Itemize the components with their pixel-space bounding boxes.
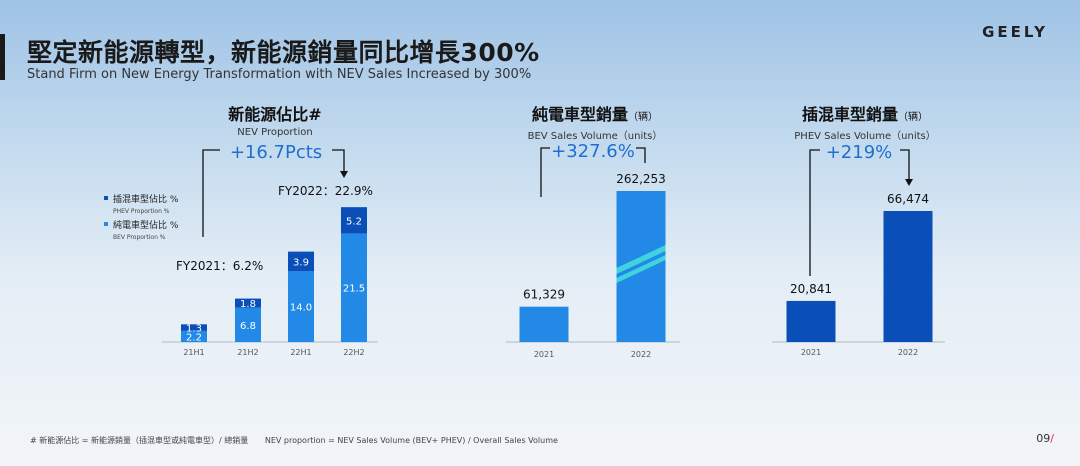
bev-sales-value-2022: 262,253 xyxy=(616,172,666,186)
growth-arrow-head xyxy=(340,171,348,178)
phev-bar-21H2 xyxy=(235,298,261,308)
nev-tick-22H1: 22H1 xyxy=(290,348,311,357)
phev-label-22H1: 3.9 xyxy=(293,257,309,268)
page-number-slash: / xyxy=(1050,432,1054,445)
bev-label-21H2: 6.8 xyxy=(240,321,256,332)
bev-bar-22H2 xyxy=(341,233,367,342)
bev-bar-21H1 xyxy=(181,330,207,342)
phev-sales-value-2022: 66,474 xyxy=(887,192,929,206)
phev-bar-22H1 xyxy=(288,251,314,272)
fy2022-annotation: FY2022：22.9% xyxy=(278,184,373,198)
phev-tick-2022: 2022 xyxy=(898,348,918,357)
bev-label-22H1: 14.0 xyxy=(290,303,312,314)
bev-chart-subtitle: BEV Sales Volume（units） xyxy=(527,131,663,142)
bev-break-stripe-1 xyxy=(616,245,666,274)
page-subtitle: Stand Firm on New Energy Transformation … xyxy=(27,67,532,82)
phev-bracket-right xyxy=(900,149,910,180)
phev-sales-bar-2022 xyxy=(883,211,933,342)
phev-label-21H2: 1.8 xyxy=(240,299,256,310)
bev-sales-value-2021: 61,329 xyxy=(523,288,565,302)
nev-tick-21H1: 21H1 xyxy=(183,348,204,357)
phev-label-22H2: 5.2 xyxy=(346,216,362,227)
growth-bracket-left xyxy=(202,149,220,237)
bev-tick-2022: 2022 xyxy=(631,350,651,359)
legend-phev-label: 插混車型佔比 % xyxy=(113,193,179,205)
title-accent-bar xyxy=(0,34,5,80)
nev-tick-21H2: 21H2 xyxy=(237,348,258,357)
page-title: 堅定新能源轉型，新能源銷量同比增長300% xyxy=(27,38,540,67)
phev-arrow-head xyxy=(905,179,913,186)
phev-label-21H1: 1.3 xyxy=(186,324,202,335)
legend-phev-sub: PHEV Proportion % xyxy=(113,208,170,215)
phev-chart-subtitle: PHEV Sales Volume（units） xyxy=(794,131,936,142)
phev-bar-21H1 xyxy=(181,324,207,331)
legend-phev-swatch xyxy=(104,196,108,200)
legend-bev-swatch xyxy=(104,222,108,226)
fy2021-annotation: FY2021：6.2% xyxy=(176,259,263,273)
nev-growth-label: +16.7Pcts xyxy=(230,142,322,163)
bev-chart-unit: （辆） xyxy=(628,112,658,123)
phev-bar-22H2 xyxy=(341,207,367,234)
nev-chart-header: 新能源佔比# NEV Proportion xyxy=(200,101,350,138)
bev-sales-bar-2021 xyxy=(519,306,569,342)
footer-note-zh: # 新能源佔比 = 新能源銷量（插混車型或純電車型）/ 總銷量 xyxy=(30,436,249,445)
bev-tick-2021: 2021 xyxy=(534,350,554,359)
bev-bracket-right xyxy=(636,147,646,163)
bev-chart-title: 純電車型銷量 xyxy=(531,105,628,124)
legend-bev-label: 純電車型佔比 % xyxy=(113,219,179,231)
phev-chart-unit: （辆） xyxy=(898,112,928,123)
bev-growth-label: +327.6% xyxy=(551,141,635,162)
bev-bar-22H1 xyxy=(288,271,314,342)
nev-tick-22H2: 22H2 xyxy=(343,348,364,357)
bev-chart-header: 純電車型銷量（辆） BEV Sales Volume（units） xyxy=(495,101,695,142)
nev-chart-title: 新能源佔比# xyxy=(228,105,322,124)
nev-chart-subtitle: NEV Proportion xyxy=(237,127,313,138)
bev-break-stripe-2 xyxy=(616,255,666,283)
bev-label-22H2: 21.5 xyxy=(343,284,365,295)
phev-tick-2021: 2021 xyxy=(801,348,821,357)
bev-label-21H1: 2.2 xyxy=(186,332,202,343)
page-number: 09/ xyxy=(1036,432,1054,445)
footer-note-en: NEV proportion = NEV Sales Volume (BEV+ … xyxy=(264,436,558,445)
phev-chart-title: 插混車型銷量 xyxy=(801,105,898,124)
phev-bracket-left xyxy=(809,149,820,276)
phev-growth-label: +219% xyxy=(826,142,893,163)
bev-bar-21H2 xyxy=(235,307,261,342)
bev-bracket-left xyxy=(540,147,550,197)
phev-sales-value-2021: 20,841 xyxy=(790,282,832,296)
phev-sales-bar-2021 xyxy=(786,300,836,342)
growth-bracket-right xyxy=(332,149,345,172)
phev-chart-header: 插混車型銷量（辆） PHEV Sales Volume（units） xyxy=(765,101,965,142)
page-number-value: 09 xyxy=(1036,432,1051,445)
geely-logo: GEELY xyxy=(982,23,1048,41)
legend-bev-sub: BEV Proportion % xyxy=(113,234,166,241)
footer-note: # 新能源佔比 = 新能源銷量（插混車型或純電車型）/ 總銷量 NEV prop… xyxy=(30,435,572,446)
